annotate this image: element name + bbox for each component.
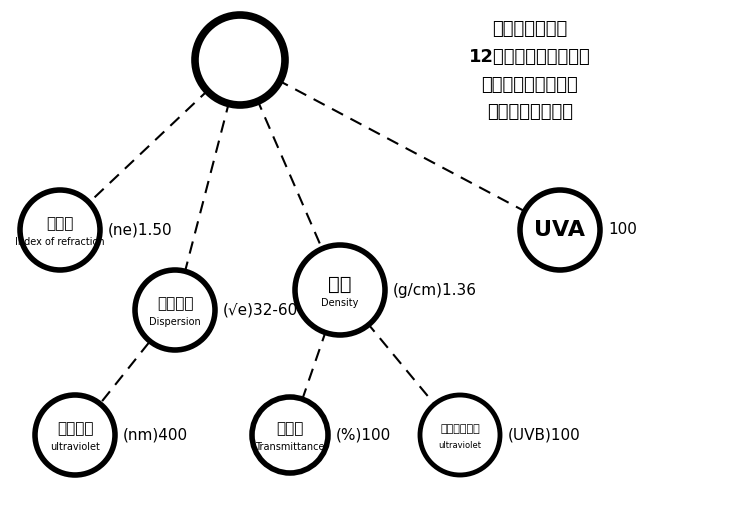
Text: (ne)1.50: (ne)1.50 (108, 222, 172, 237)
Text: (√e)32-60: (√e)32-60 (223, 302, 298, 317)
Text: (UVB)100: (UVB)100 (508, 427, 580, 443)
Circle shape (520, 190, 600, 270)
Text: (%)100: (%)100 (336, 427, 392, 443)
Text: 抗紫外线: 抗紫外线 (57, 422, 93, 437)
Text: 密度: 密度 (328, 275, 352, 294)
Text: Index of refraction: Index of refraction (15, 237, 105, 247)
Text: (nm)400: (nm)400 (123, 427, 188, 443)
Text: Density: Density (321, 298, 358, 308)
Circle shape (135, 270, 215, 350)
Text: Dispersion: Dispersion (149, 317, 201, 327)
Circle shape (195, 15, 285, 105)
Text: 折射率: 折射率 (46, 217, 74, 232)
Text: 紫外线吸收率: 紫外线吸收率 (440, 424, 480, 434)
Circle shape (252, 397, 328, 473)
Circle shape (35, 395, 115, 475)
Text: ultraviolet: ultraviolet (50, 442, 100, 452)
Text: 100: 100 (608, 222, 637, 237)
Circle shape (295, 245, 385, 335)
Circle shape (20, 190, 100, 270)
Text: UVA: UVA (535, 220, 586, 240)
Circle shape (420, 395, 500, 475)
Text: 色散系数: 色散系数 (157, 297, 194, 312)
Text: ultraviolet: ultraviolet (439, 441, 482, 449)
Text: 透光率: 透光率 (276, 422, 304, 437)
Text: (g/cm)1.36: (g/cm)1.36 (393, 282, 477, 298)
Text: Transmittance: Transmittance (255, 442, 325, 452)
Text: 先进的加工设备
12年丰富经验的加工师
严格的加工流程品控
接近无尘加工环节: 先进的加工设备 12年丰富经验的加工师 严格的加工流程品控 接近无尘加工环节 (470, 20, 591, 121)
